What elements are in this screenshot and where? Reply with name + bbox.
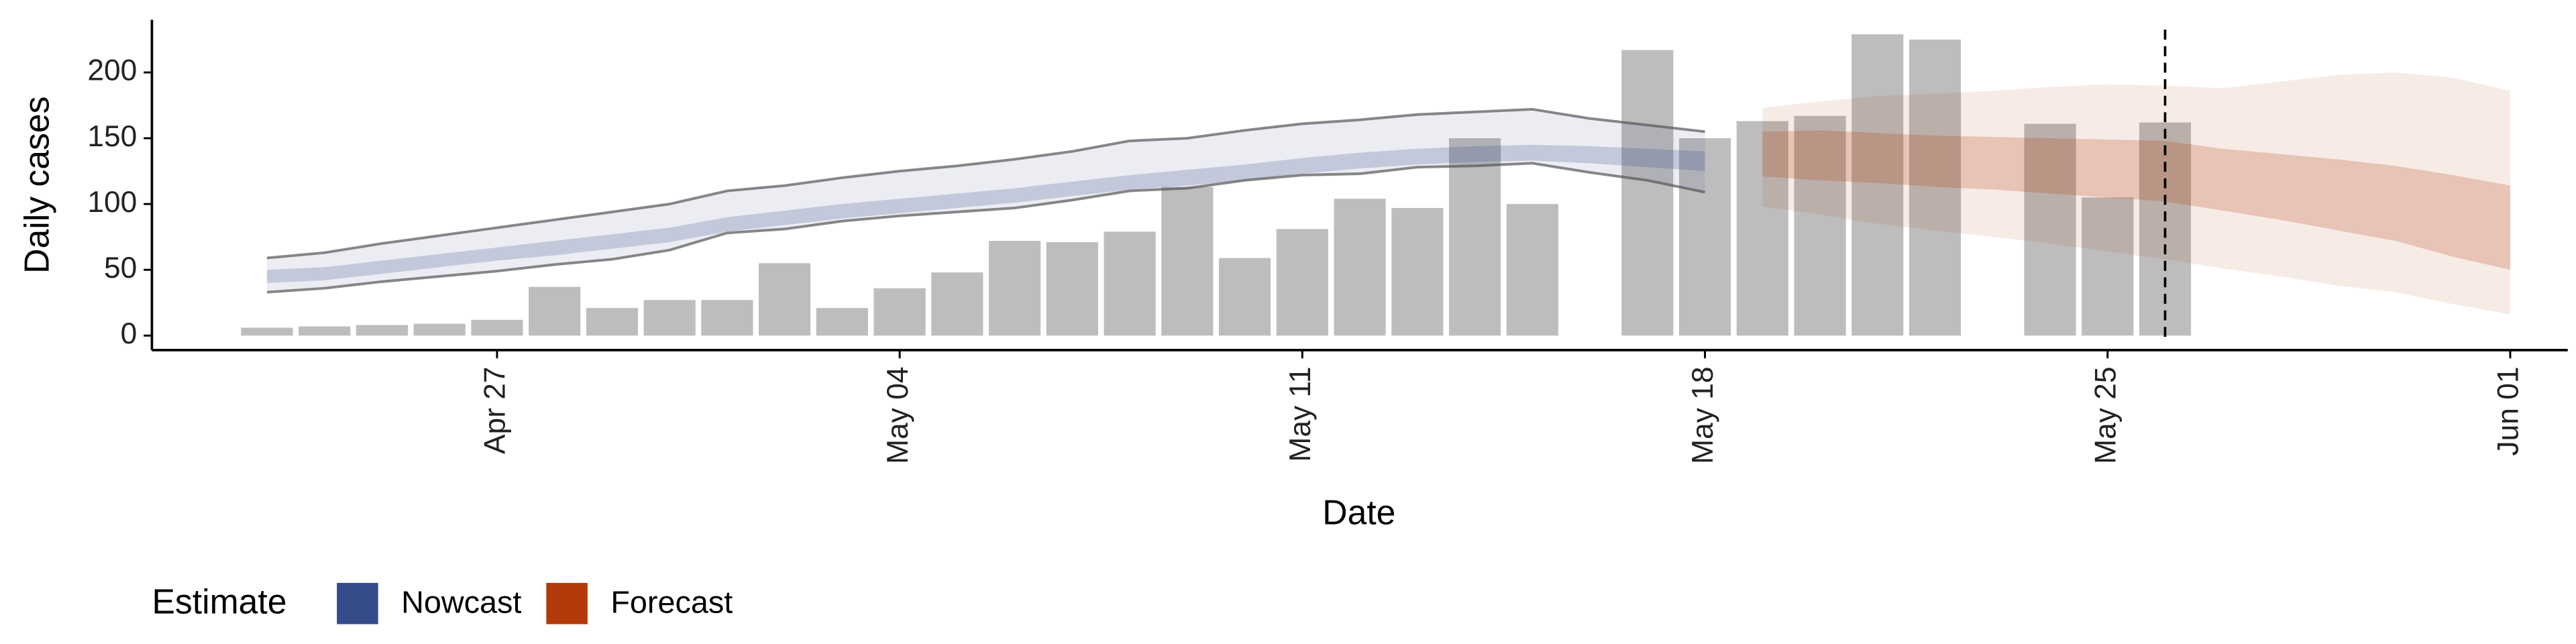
legend-swatch — [546, 582, 588, 625]
bar — [241, 327, 293, 336]
x-tick-label: May 25 — [2089, 366, 2122, 464]
bar — [1104, 231, 1156, 336]
x-tick-label: May 04 — [881, 366, 914, 464]
x-tick-label: Jun 01 — [2492, 366, 2525, 455]
y-tick-label: 100 — [87, 186, 137, 219]
band-50 — [266, 144, 1705, 283]
bar — [1736, 121, 1788, 336]
bar — [586, 308, 638, 336]
bar — [1334, 199, 1386, 336]
y-tick-label: 50 — [104, 252, 137, 284]
bar — [1621, 50, 1674, 336]
band-50 — [1762, 130, 2510, 270]
legend-label: Nowcast — [401, 584, 521, 619]
bound-line — [266, 162, 1705, 294]
x-axis-label: Date — [1322, 493, 1395, 532]
bar — [2024, 123, 2076, 336]
bar — [2082, 197, 2134, 336]
bar — [873, 288, 926, 336]
band-90 — [266, 109, 1705, 292]
bar — [816, 308, 868, 336]
bar — [759, 263, 811, 336]
bar — [1851, 34, 1904, 336]
bar — [931, 272, 983, 336]
bar — [413, 323, 466, 336]
y-axis-label: Daily cases — [17, 97, 56, 274]
bar — [299, 326, 351, 336]
bar — [1161, 186, 1214, 336]
x-tick-label: May 11 — [1284, 366, 1317, 462]
bar — [1219, 258, 1271, 336]
bar — [1909, 39, 1962, 336]
legend-label: Forecast — [610, 584, 733, 619]
y-tick-label: 150 — [87, 120, 137, 153]
bar — [471, 319, 523, 336]
legend-title: Estimate — [152, 582, 286, 621]
bar — [643, 300, 696, 336]
bar — [1046, 242, 1098, 336]
y-tick-label: 0 — [121, 317, 138, 350]
bar — [701, 300, 753, 336]
bound-line — [266, 107, 1705, 260]
legend-swatch — [337, 582, 378, 625]
bar — [1678, 138, 1731, 336]
bar — [1794, 115, 1846, 336]
x-tick-label: May 18 — [1686, 366, 1719, 464]
bar — [1276, 229, 1328, 336]
y-tick-label: 200 — [87, 54, 137, 87]
bar — [989, 241, 1041, 336]
bar — [356, 325, 409, 336]
band-90 — [1762, 72, 2510, 315]
bar — [1448, 138, 1501, 336]
x-tick-label: Apr 27 — [479, 366, 512, 454]
bar — [1506, 204, 1558, 336]
bar — [529, 286, 581, 336]
bar — [1391, 208, 1444, 336]
